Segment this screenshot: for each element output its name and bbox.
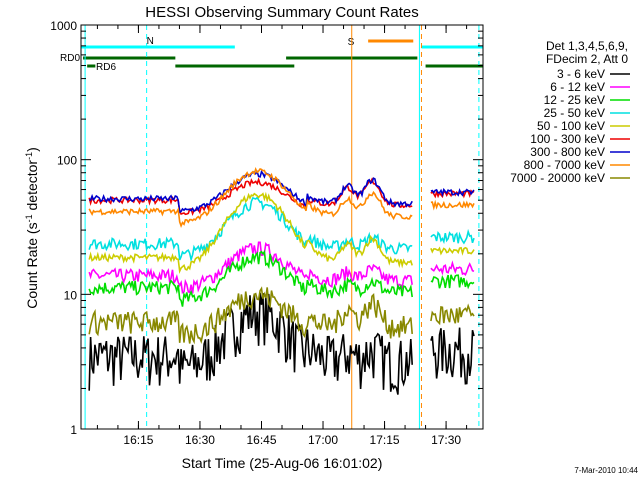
x-tick-label: 16:15 bbox=[123, 433, 153, 447]
series-line bbox=[88, 241, 475, 294]
legend-entry-label: 25 - 50 keV bbox=[544, 106, 605, 120]
legend-header-line-1: Det 1,3,4,5,6,9, bbox=[546, 39, 628, 53]
n-flag-label: N bbox=[147, 36, 154, 47]
y-label-part-2: detector bbox=[24, 160, 40, 215]
x-tick-label: 17:30 bbox=[431, 433, 461, 447]
legend-entry-label: 7000 - 20000 keV bbox=[510, 171, 605, 185]
legend-entry-label: 800 - 7000 keV bbox=[524, 158, 605, 172]
y-label-sup-1: -1 bbox=[24, 214, 34, 222]
y-label-part-3: ) bbox=[24, 147, 40, 152]
rd6-flag-label: RD6 bbox=[96, 62, 116, 73]
y-label-sup-2: -1 bbox=[24, 152, 34, 160]
legend-entry-label: 50 - 100 keV bbox=[537, 119, 605, 133]
series-line bbox=[88, 167, 475, 228]
rd0-flag-label: RD0 bbox=[60, 53, 80, 64]
y-tick-label: 100 bbox=[57, 154, 77, 168]
x-tick-label: 17:00 bbox=[308, 433, 338, 447]
series-layer bbox=[88, 167, 475, 395]
legend-entry-label: 300 - 800 keV bbox=[530, 145, 605, 159]
series-line bbox=[88, 286, 475, 345]
legend-entry-label: 6 - 12 keV bbox=[550, 80, 605, 94]
y-tick-label: 10 bbox=[64, 288, 78, 302]
x-axis-label: Start Time (25-Aug-06 16:01:02) bbox=[182, 455, 383, 471]
legend: Det 1,3,4,5,6,9, FDecim 2, Att 0 3 - 6 k… bbox=[510, 39, 630, 185]
legend-header-line-2: FDecim 2, Att 0 bbox=[546, 52, 628, 66]
y-axis-label: Count Rate (s-1 detector-1) bbox=[24, 147, 40, 309]
y-tick-label: 1 bbox=[70, 423, 77, 437]
s-flag-label: S bbox=[348, 37, 355, 48]
legend-entry-label: 100 - 300 keV bbox=[530, 132, 605, 146]
x-tick-label: 17:15 bbox=[370, 433, 400, 447]
series-line bbox=[88, 292, 475, 395]
chart-title: HESSI Observing Summary Count Rates bbox=[145, 4, 418, 21]
x-axis: 16:15 16:30 16:45 17:00 17:15 17:30 bbox=[96, 25, 468, 447]
series-line bbox=[88, 196, 475, 263]
series-line bbox=[88, 249, 475, 307]
y-tick-label: 1000 bbox=[50, 19, 77, 33]
plot-frame bbox=[80, 24, 484, 430]
x-tick-label: 16:30 bbox=[185, 433, 215, 447]
series-line bbox=[88, 191, 475, 275]
flags-layer: N S RD0 RD6 bbox=[60, 25, 483, 429]
timestamp: 7-Mar-2010 10:44 bbox=[574, 466, 638, 475]
legend-entry-label: 3 - 6 keV bbox=[557, 67, 605, 81]
y-axis: 1 10 100 1000 bbox=[50, 19, 483, 437]
y-label-part-1: Count Rate (s bbox=[24, 222, 40, 308]
legend-entry-label: 12 - 25 keV bbox=[544, 93, 605, 107]
x-tick-label: 16:45 bbox=[246, 433, 276, 447]
